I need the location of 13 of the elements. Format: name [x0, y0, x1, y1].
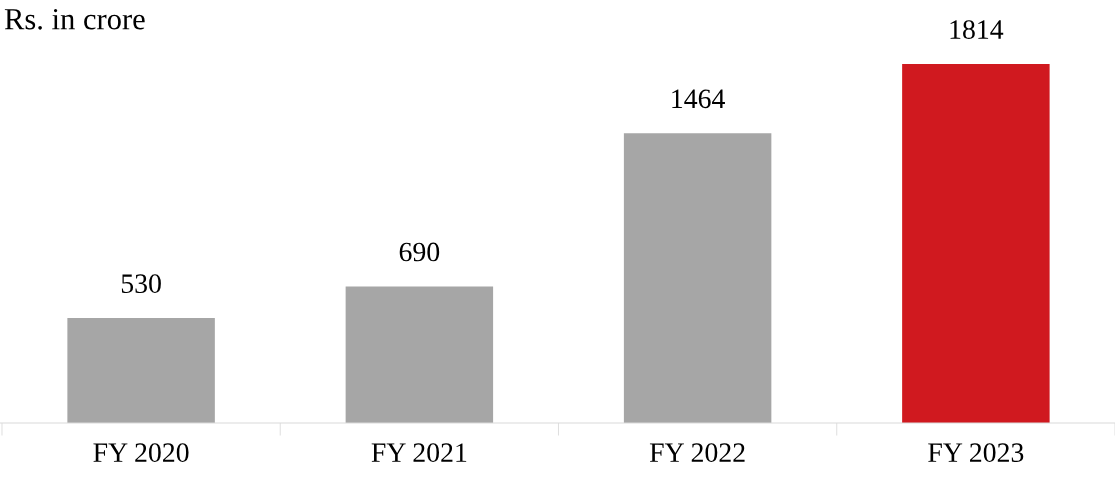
x-tick-label: FY 2023: [928, 443, 1024, 462]
data-label: 690: [399, 242, 440, 262]
y-axis-title: Rs. in crore: [4, 8, 145, 30]
bar: [345, 286, 494, 423]
bar: [902, 64, 1050, 423]
data-label: 1814: [950, 20, 1004, 39]
bar: [67, 318, 215, 423]
data-label: 1464: [672, 89, 725, 109]
x-tick-label: FY 2021: [371, 443, 467, 462]
x-tick-label: FY 2022: [649, 443, 745, 462]
bar: [623, 133, 772, 423]
x-tick-label: FY 2020: [93, 443, 189, 462]
data-label: 530: [121, 274, 161, 294]
